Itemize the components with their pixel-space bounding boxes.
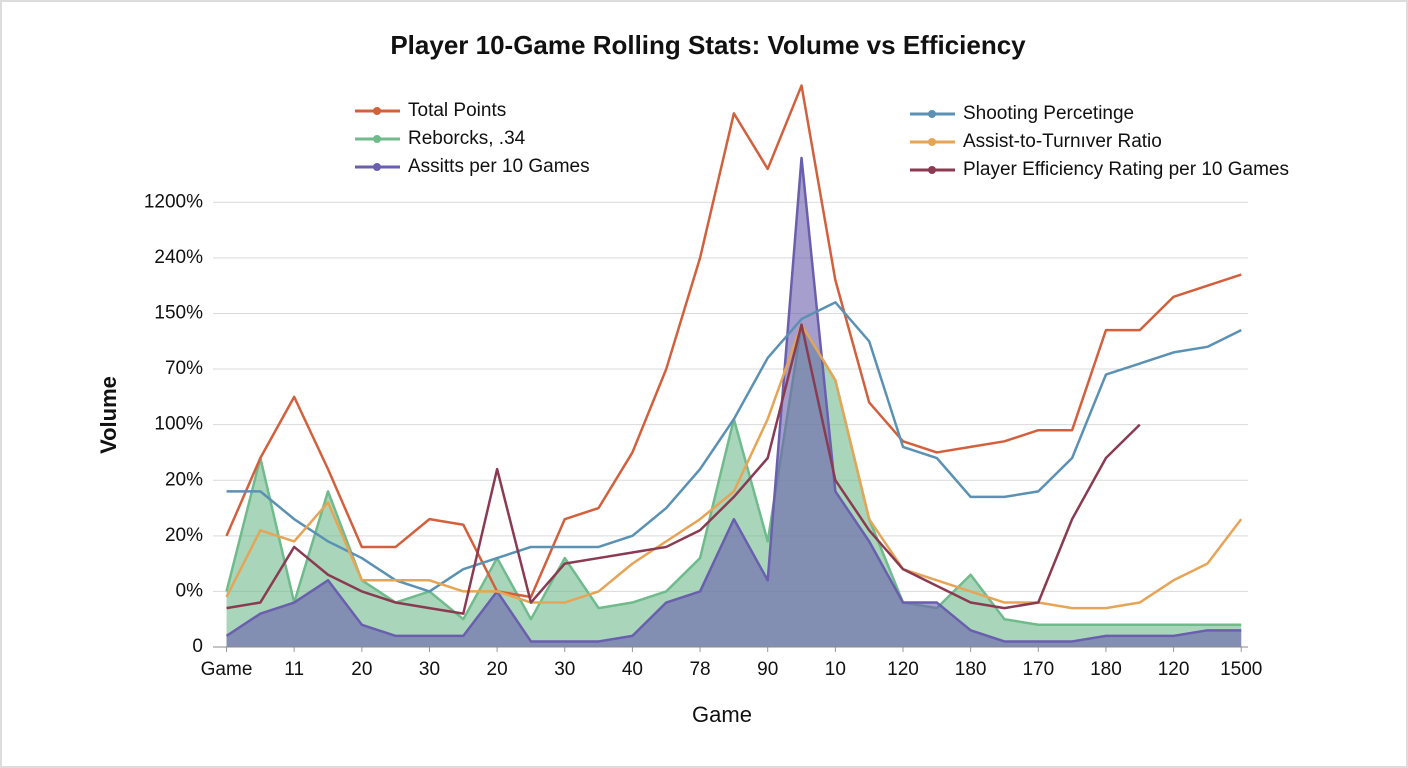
x-tick-label: Game [201,659,253,680]
series-line [225,84,1242,599]
legend-entry: Player Efficiency Rating per 10 Games [910,159,1289,180]
x-tick-label: 90 [757,659,778,680]
chart-title: Player 10-Game Rolling Stats: Volume vs … [390,30,1026,60]
legend-label: Assist-to-Turnıver Ratio [963,131,1162,152]
x-axis-label: Game [692,702,752,727]
x-tick-label: 30 [554,659,575,680]
legend-marker [373,107,381,115]
x-tick-label: 11 [284,659,304,680]
legend-entry: Reborcks, .34 [355,128,526,149]
area-fill [226,324,1242,647]
x-tick-label: 20 [487,659,508,680]
x-tick-label: 1500 [1220,659,1262,680]
y-tick-label: 20% [165,469,203,490]
legend: Total Points Reborcks, .34 Assitts per 10 … [355,100,1289,180]
legend-entry: Shooting Percetinge [910,103,1134,124]
x-tick-label: 180 [1090,659,1122,680]
legend-entry: Assitts per 10 Games [355,156,590,177]
lines [225,84,1243,615]
x-tick-label: 120 [887,659,919,680]
x-tick-label: 78 [689,659,710,680]
axes: 0 0% 20% 20% 100% 70% 150% 240% 1200% Game 11 20 30 2… [144,191,1263,680]
legend-label: Shooting Percetinge [963,103,1134,124]
x-tick-label: 20 [351,659,372,680]
series-line [225,323,1243,610]
legend-entry: Assist-to-Turnıver Ratio [910,131,1162,152]
legend-marker [373,163,381,171]
legend-marker [928,110,936,118]
legend-marker [928,166,936,174]
area-fill [226,157,1242,647]
y-tick-label: 20% [165,525,203,546]
y-tick-label: 70% [165,358,203,379]
x-tick-label: 30 [419,659,440,680]
y-tick-label: 100% [154,414,203,435]
legend-entry: Total Points [355,100,506,121]
x-tick-label: 40 [622,659,643,680]
y-axis-label: Volume [96,376,121,454]
y-tick-label: 150% [154,302,203,323]
legend-label: Reborcks, .34 [408,128,526,149]
legend-marker [373,135,381,143]
x-tick-label: 170 [1022,659,1054,680]
legend-label: Player Efficiency Rating per 10 Games [963,159,1289,180]
x-tick-label: 180 [955,659,987,680]
area-line [225,156,1242,643]
legend-marker [928,138,936,146]
y-tick-label: 240% [154,247,203,268]
x-tick-label: 120 [1158,659,1190,680]
y-tick-label: 1200% [144,191,203,212]
y-tick-label: 0% [176,580,204,601]
legend-label: Total Points [408,100,506,121]
y-tick-label: 0 [192,636,203,657]
series-line [226,323,1141,615]
legend-label: Assitts per 10 Games [408,156,590,177]
x-tick-label: 10 [825,659,846,680]
